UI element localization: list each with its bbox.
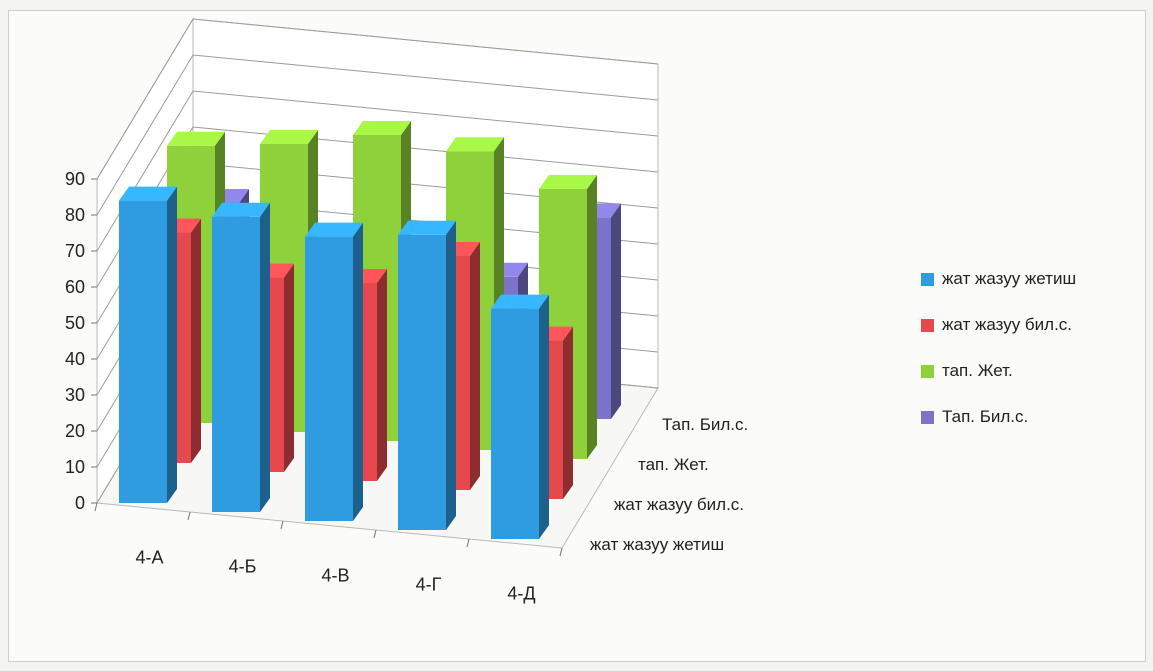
bar-top — [398, 220, 456, 235]
x-tick-label: 4-Г — [416, 575, 442, 595]
y-tick-label: 90 — [65, 169, 85, 189]
bar-top — [446, 137, 504, 152]
x-tick-mark — [94, 502, 98, 512]
y-tick-label: 40 — [65, 349, 85, 369]
y-tick-label: 10 — [65, 457, 85, 477]
bar-side — [167, 186, 177, 503]
legend-swatch-icon — [921, 272, 934, 286]
x-tick-mark — [373, 529, 377, 539]
x-tick-mark — [466, 538, 470, 548]
bar — [212, 202, 270, 513]
gridline — [96, 54, 659, 216]
bar-top — [491, 294, 549, 309]
x-tick-label: 4-А — [135, 548, 163, 568]
y-tick-label: 0 — [75, 493, 85, 513]
legend-swatch-icon — [921, 364, 934, 378]
depth-axis-label: жат жазуу бил.с. — [614, 495, 744, 514]
gridline — [96, 18, 659, 180]
chart-legend: жат жазуу жетиш жат жазуу бил.с. тап. Же… — [921, 269, 1076, 427]
x-tick-mark — [559, 547, 563, 557]
bar-side — [587, 175, 597, 459]
legend-item: жат жазуу жетиш — [921, 269, 1076, 289]
x-tick-mark — [280, 520, 284, 530]
bar-top — [212, 202, 270, 217]
bar-side — [563, 326, 573, 499]
bar-top — [305, 222, 363, 237]
x-tick-label: 4-В — [321, 566, 349, 586]
y-tick-label: 20 — [65, 421, 85, 441]
bar-front — [212, 216, 260, 513]
bar — [398, 220, 456, 531]
chart-frame: 0 10 20 30 40 50 60 70 80 90 4-А 4-Б 4-В 4-Г 4-Д жат жа… — [8, 10, 1146, 662]
x-tick-label: 4-Д — [507, 584, 535, 604]
bar — [119, 186, 177, 503]
bar-top — [260, 130, 318, 144]
bar-front — [398, 234, 446, 531]
bar-front — [491, 308, 539, 539]
legend-item: тап. Жет. — [921, 361, 1076, 381]
legend-swatch-icon — [921, 410, 934, 424]
legend-item: жат жазуу бил.с. — [921, 315, 1076, 335]
legend-swatch-icon — [921, 318, 934, 332]
legend-item: Тап. Бил.с. — [921, 407, 1076, 427]
bar-side — [377, 269, 387, 481]
x-tick-mark — [187, 511, 191, 521]
bar — [491, 294, 549, 539]
bar-side — [284, 263, 294, 472]
bar-front — [119, 200, 167, 503]
bar-side — [470, 242, 480, 490]
bar-top — [539, 175, 597, 189]
depth-axis-label: тап. Жет. — [638, 455, 709, 474]
bar-top — [167, 131, 225, 146]
legend-label: тап. Жет. — [942, 361, 1013, 380]
bar-side — [446, 220, 456, 531]
y-tick-label: 80 — [65, 205, 85, 225]
y-tick-label: 70 — [65, 241, 85, 261]
bar-side — [260, 202, 270, 513]
bar-side — [611, 203, 621, 419]
bar-top — [119, 186, 177, 201]
x-tick-label: 4-Б — [229, 557, 257, 577]
legend-label: Тап. Бил.с. — [942, 407, 1029, 426]
y-tick-label: 30 — [65, 385, 85, 405]
y-tick-label: 50 — [65, 313, 85, 333]
legend-label: жат жазуу жетиш — [942, 269, 1077, 288]
depth-axis-label: Тап. Бил.с. — [662, 415, 748, 434]
y-tick-label: 60 — [65, 277, 85, 297]
bar-front — [305, 236, 353, 521]
bar-top — [353, 121, 411, 135]
bar-side — [353, 222, 363, 521]
bar-side — [539, 294, 549, 539]
bar-side — [191, 218, 201, 463]
chart-plot: 0 10 20 30 40 50 60 70 80 90 4-А 4-Б 4-В 4-Г 4-Д жат жа… — [65, 17, 748, 604]
legend-label: жат жазуу бил.с. — [942, 315, 1073, 334]
depth-axis-label: жат жазуу жетиш — [590, 535, 724, 554]
bar — [305, 222, 363, 521]
